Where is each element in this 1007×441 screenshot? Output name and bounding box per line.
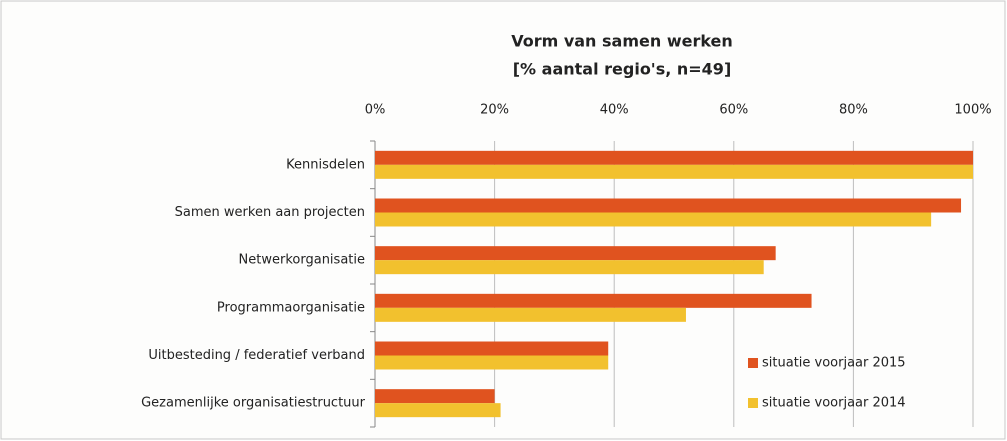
bar — [375, 355, 609, 370]
x-tick-label: 100% — [954, 103, 991, 118]
x-tick-label: 40% — [600, 103, 629, 118]
y-tick-label: Kennisdelen — [286, 157, 365, 172]
chart-subtitle: [% aantal regio's, n=49] — [513, 60, 732, 79]
bar — [375, 341, 609, 356]
y-tick-label: Samen werken aan projecten — [175, 205, 365, 220]
bar — [375, 260, 764, 275]
legend-label: situatie voorjaar 2014 — [762, 396, 906, 411]
x-tick-label: 0% — [365, 103, 386, 118]
bar — [375, 293, 812, 308]
x-tick-label: 60% — [719, 103, 748, 118]
y-tick-label: Programmaorganisatie — [217, 300, 365, 315]
y-tick-label: Netwerkorganisatie — [239, 253, 365, 268]
legend-swatch — [748, 398, 758, 408]
bar — [375, 198, 962, 213]
bar — [375, 389, 495, 404]
x-tick-label: 80% — [839, 103, 868, 118]
bar — [375, 307, 686, 322]
chart-title: Vorm van samen werken — [511, 32, 733, 51]
y-tick-label: Uitbesteding / federatief verband — [148, 348, 365, 363]
legend-swatch — [748, 358, 758, 368]
bar — [375, 150, 973, 165]
bar — [375, 212, 932, 227]
y-tick-label: Gezamenlijke organisatiestructuur — [141, 396, 366, 411]
bar — [375, 164, 973, 179]
x-tick-label: 20% — [480, 103, 509, 118]
bar — [375, 403, 501, 418]
bar — [375, 246, 776, 261]
legend-label: situatie voorjaar 2015 — [762, 356, 906, 371]
